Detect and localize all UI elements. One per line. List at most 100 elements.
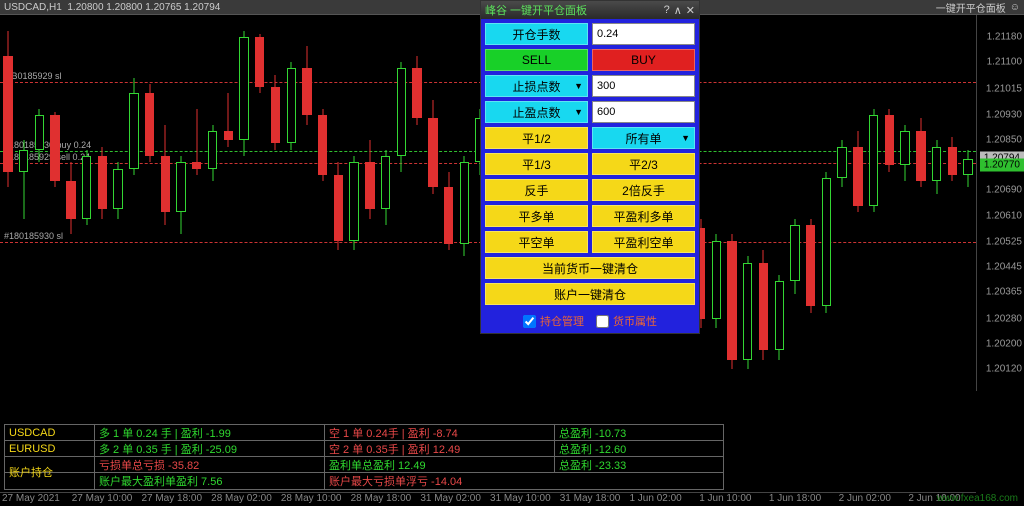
table-cell: USDCAD <box>5 425 95 440</box>
time-tick: 1 Jun 10:00 <box>697 493 767 506</box>
candle <box>208 15 217 391</box>
lot-size-label[interactable]: 开仓手数 <box>485 23 588 45</box>
candle <box>428 15 437 391</box>
time-tick: 1 Jun 02:00 <box>627 493 697 506</box>
help-icon[interactable]: ? <box>664 4 670 17</box>
candle <box>129 15 138 391</box>
close-long-button[interactable]: 平多单 <box>485 205 588 227</box>
price-tick: 1.20200 <box>986 339 1022 350</box>
table-cell: 多 1 单 0.24 手 | 盈利 -1.99 <box>95 425 325 440</box>
candle <box>853 15 862 391</box>
candle <box>932 15 941 391</box>
close-profit-short-button[interactable]: 平盈利空单 <box>592 231 695 253</box>
close-half-button[interactable]: 平1/2 <box>485 127 588 149</box>
candle <box>381 15 390 391</box>
chevron-down-icon: ▼ <box>574 107 583 117</box>
price-axis: 1.211801.211001.210151.209301.208501.207… <box>976 15 1024 391</box>
price-tick: 1.21100 <box>987 57 1022 68</box>
price-tick: 1.21015 <box>986 83 1022 94</box>
candle <box>365 15 374 391</box>
candle <box>916 15 925 391</box>
candle <box>302 15 311 391</box>
close-third-button[interactable]: 平1/3 <box>485 153 588 175</box>
chevron-down-icon: ▼ <box>681 133 690 143</box>
chevron-down-icon: ▼ <box>574 81 583 91</box>
candle <box>145 15 154 391</box>
symbol-label: USDCAD,H1 <box>4 2 62 13</box>
candle <box>176 15 185 391</box>
candle <box>349 15 358 391</box>
ohlc-l: 1.20765 <box>145 2 181 13</box>
sell-button[interactable]: SELL <box>485 49 588 71</box>
time-tick: 27 May 18:00 <box>139 493 209 506</box>
candle <box>66 15 75 391</box>
candle <box>837 15 846 391</box>
time-axis: 27 May 202127 May 10:0027 May 18:0028 Ma… <box>0 492 976 506</box>
buy-button[interactable]: BUY <box>592 49 695 71</box>
time-tick: 28 May 18:00 <box>349 493 419 506</box>
price-tick: 1.20525 <box>986 237 1022 248</box>
clear-symbol-button[interactable]: 当前货币一键清仓 <box>485 257 695 279</box>
all-orders-button[interactable]: 所有单▼ <box>592 127 695 149</box>
currency-attr-checkbox[interactable]: 货币属性 <box>596 313 657 329</box>
candle <box>712 15 721 391</box>
price-tick: 1.20850 <box>986 135 1022 146</box>
position-mgmt-checkbox[interactable]: 持仓管理 <box>523 313 584 329</box>
close-short-button[interactable]: 平空单 <box>485 231 588 253</box>
clear-account-button[interactable]: 账户一键清仓 <box>485 283 695 305</box>
panel-title-text: 峰谷 一键开平仓面板 <box>485 2 587 18</box>
candle <box>759 15 768 391</box>
close-icon[interactable]: ✕ <box>686 4 695 17</box>
candle <box>224 15 233 391</box>
double-reverse-button[interactable]: 2倍反手 <box>592 179 695 201</box>
candle <box>239 15 248 391</box>
candle <box>444 15 453 391</box>
candle <box>255 15 264 391</box>
candle <box>790 15 799 391</box>
candle <box>727 15 736 391</box>
table-row: EURUSD多 2 单 0.35 手 | 盈利 -25.09空 2 单 0.35… <box>5 441 723 457</box>
account-label: 账户持仓 <box>9 461 53 485</box>
price-tick: 1.20120 <box>986 364 1022 375</box>
candle <box>161 15 170 391</box>
time-tick: 27 May 2021 <box>0 493 70 506</box>
lot-size-input[interactable]: 0.24 <box>592 23 695 45</box>
trading-panel[interactable]: 峰谷 一键开平仓面板 ? ∧ ✕ 开仓手数0.24SELLBUY止损点数▼300… <box>480 0 700 334</box>
time-tick: 1 Jun 18:00 <box>767 493 837 506</box>
takeprofit-input[interactable]: 600 <box>592 101 695 123</box>
price-current-box: 1.20770 <box>980 159 1024 172</box>
time-tick: 28 May 10:00 <box>279 493 349 506</box>
takeprofit-label[interactable]: 止盈点数▼ <box>485 101 588 123</box>
candle <box>287 15 296 391</box>
candle <box>948 15 957 391</box>
table-cell: 多 2 单 0.35 手 | 盈利 -25.09 <box>95 441 325 456</box>
price-tick: 1.20365 <box>986 287 1022 298</box>
candle <box>98 15 107 391</box>
panel-footer: 持仓管理 货币属性 <box>481 309 699 333</box>
price-tick: 1.20690 <box>986 185 1022 196</box>
reverse-button[interactable]: 反手 <box>485 179 588 201</box>
candle <box>334 15 343 391</box>
table-cell: 亏损单总亏损 -35.82 <box>95 457 325 472</box>
price-tick: 1.20445 <box>986 262 1022 273</box>
candle <box>113 15 122 391</box>
minimize-icon[interactable]: ∧ <box>674 4 682 17</box>
stoploss-input[interactable]: 300 <box>592 75 695 97</box>
price-tick: 1.20610 <box>986 210 1022 221</box>
close-profit-long-button[interactable]: 平盈利多单 <box>592 205 695 227</box>
time-tick: 31 May 02:00 <box>418 493 488 506</box>
candle <box>775 15 784 391</box>
table-cell: 盈利单总盈利 12.49 <box>325 457 555 472</box>
panel-titlebar[interactable]: 峰谷 一键开平仓面板 ? ∧ ✕ <box>481 1 699 19</box>
close-twothird-button[interactable]: 平2/3 <box>592 153 695 175</box>
table-cell: EURUSD <box>5 441 95 456</box>
candle <box>50 15 59 391</box>
candle <box>460 15 469 391</box>
candle <box>3 15 12 391</box>
candle <box>271 15 280 391</box>
candle <box>822 15 831 391</box>
table-cell: 总盈利 -12.60 <box>555 441 715 456</box>
stoploss-label[interactable]: 止损点数▼ <box>485 75 588 97</box>
time-tick: 2 Jun 02:00 <box>837 493 907 506</box>
candle <box>19 15 28 391</box>
